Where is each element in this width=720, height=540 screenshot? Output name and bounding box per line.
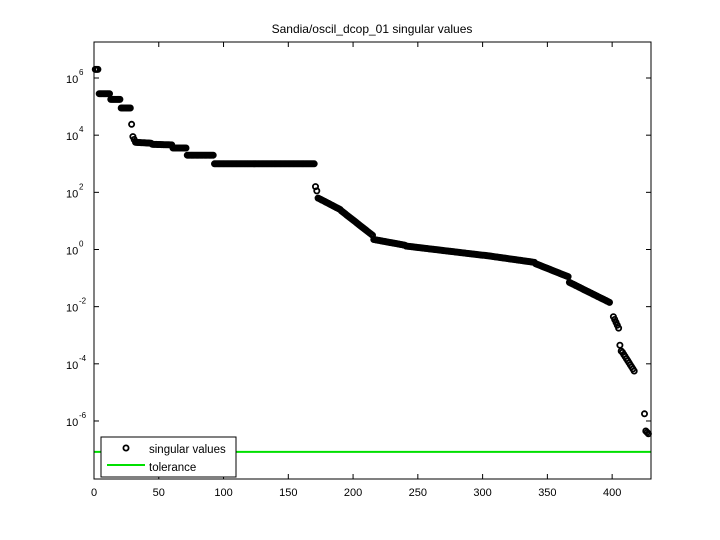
- data-point-marker: [126, 104, 134, 112]
- x-tick-label: 250: [409, 487, 427, 499]
- y-tick-exponent: -2: [79, 297, 87, 306]
- legend-label-singular-values: singular values: [149, 444, 226, 456]
- legend-box: [100, 436, 237, 478]
- axes-frame: [93, 41, 652, 480]
- data-point-marker: [616, 341, 624, 349]
- y-tick-label: 10: [66, 303, 78, 315]
- x-axis: 0 50 100 150 200 250 300 350 400: [91, 42, 621, 499]
- y-tick-exponent: -4: [79, 354, 87, 363]
- y-tick-exponent: 2: [79, 182, 84, 191]
- x-tick-label: 350: [538, 487, 556, 499]
- data-point-marker: [641, 410, 649, 418]
- data-point-marker: [128, 120, 136, 128]
- plot-area: [91, 65, 652, 453]
- y-tick-exponent: -6: [79, 411, 87, 420]
- y-tick-label: 10: [66, 245, 78, 257]
- x-tick-label: 0: [91, 487, 97, 499]
- y-tick-label: 10: [66, 417, 78, 429]
- data-point-marker: [182, 144, 190, 152]
- x-tick-label: 300: [473, 487, 491, 499]
- y-tick-label: 10: [66, 360, 78, 372]
- y-tick-label: 10: [66, 74, 78, 86]
- data-point-marker: [310, 160, 318, 168]
- x-tick-label: 400: [603, 487, 621, 499]
- chart-title: Sandia/oscil_dcop_01 singular values: [272, 22, 473, 36]
- y-tick-label: 10: [66, 188, 78, 200]
- y-tick-exponent: 6: [79, 68, 84, 77]
- x-tick-label: 50: [153, 487, 165, 499]
- x-tick-label: 150: [279, 487, 297, 499]
- data-point-marker: [313, 187, 321, 195]
- y-tick-exponent: 0: [79, 239, 84, 248]
- data-point-marker: [606, 298, 614, 306]
- singular-values-series: [91, 65, 652, 438]
- y-tick-exponent: 4: [79, 125, 84, 134]
- data-point-marker: [630, 367, 638, 375]
- y-tick-label: 10: [66, 131, 78, 143]
- legend-label-tolerance: tolerance: [149, 462, 196, 474]
- data-point-marker: [615, 324, 623, 332]
- data-point-marker: [116, 95, 124, 103]
- data-point-marker: [94, 65, 102, 73]
- legend: singular values tolerance: [100, 436, 237, 478]
- data-point-marker: [209, 151, 217, 159]
- legend-marker-circle-icon: [122, 444, 130, 452]
- x-tick-label: 100: [214, 487, 232, 499]
- x-tick-label: 200: [344, 487, 362, 499]
